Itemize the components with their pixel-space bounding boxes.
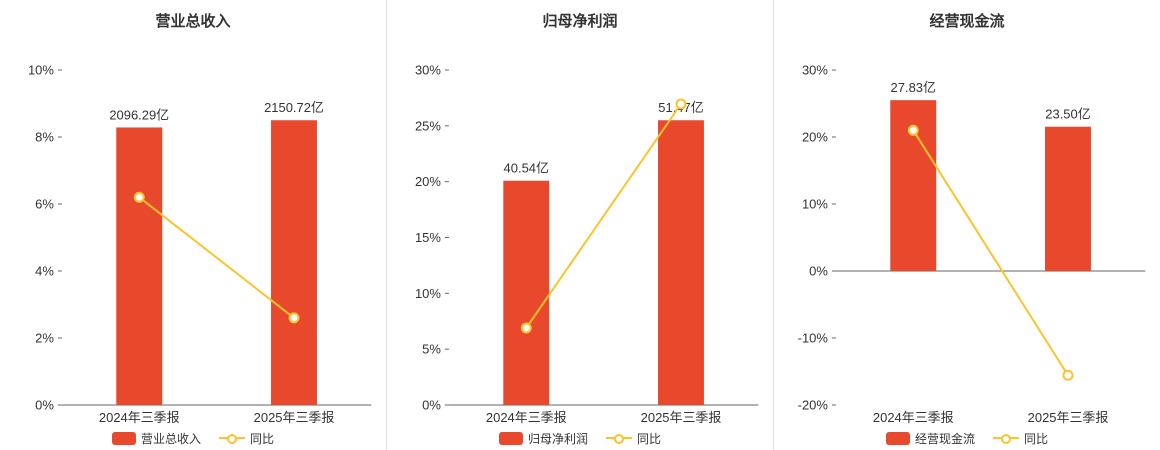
yoy-marker [675, 98, 687, 110]
legend-label: 同比 [1024, 432, 1049, 446]
bar [503, 180, 550, 405]
y-tick-label: -10% [798, 330, 829, 345]
legend-label: 营业总收入 [140, 432, 201, 446]
chart-panel-revenue: 营业总收入 0% 2% 4% 6% 8% 10% 2096.29亿 2150.72亿 2024年… [0, 0, 386, 450]
y-tick-label: 6% [35, 196, 54, 211]
line-marker-swatch-icon [219, 432, 245, 445]
legend: 营业总收入 同比 [0, 430, 386, 447]
legend-item-bar-series[interactable]: 经营现金流 [885, 430, 975, 447]
plot-area: -20% -10% 0% 10% 20% 30% 27.83亿 23.50亿 2024年三季报 2… [798, 62, 1146, 425]
yoy-marker [1062, 369, 1074, 381]
legend-label: 同比 [250, 432, 275, 446]
bar-swatch-icon [111, 432, 136, 445]
x-axis-label: 2025年三季报 [641, 410, 722, 425]
legend-label: 归母净利润 [527, 432, 588, 446]
yoy-line [912, 129, 1069, 376]
line-marker-swatch-icon [606, 432, 632, 445]
yoy-marker [907, 124, 919, 136]
chart-title: 经营现金流 [929, 13, 1005, 30]
y-tick-label: 8% [35, 129, 54, 144]
line-marker-swatch-icon [993, 432, 1019, 445]
bar-value-label: 40.54亿 [504, 161, 549, 176]
x-axis-label: 2024年三季报 [486, 410, 567, 425]
bar-value-label: 27.83亿 [891, 80, 936, 95]
y-tick-label: 10% [802, 196, 828, 211]
legend-item-line-series[interactable]: 同比 [606, 430, 661, 447]
y-tick-label: 20% [802, 129, 828, 144]
bar-value-label: 2150.72亿 [264, 100, 324, 115]
y-tick-label: 0% [809, 263, 828, 278]
x-axis-label: 2025年三季报 [1028, 410, 1109, 425]
yoy-marker [520, 322, 532, 334]
yoy-marker [133, 191, 145, 203]
legend-item-line-series[interactable]: 同比 [219, 430, 274, 447]
legend: 经营现金流 同比 [774, 430, 1160, 447]
yoy-line [138, 196, 295, 319]
y-tick-label: 30% [415, 62, 441, 77]
legend-label: 经营现金流 [914, 432, 975, 446]
y-tick-label: 30% [802, 62, 828, 77]
bar-value-label: 23.50亿 [1045, 107, 1090, 122]
chart-panel-cash-flow: 经营现金流 -20% -10% 0% 10% 20% 30% 27.83亿 23.50亿 202… [773, 0, 1160, 450]
chart-title: 营业总收入 [155, 13, 231, 30]
x-axis-label: 2024年三季报 [873, 410, 954, 425]
y-tick-label: 0% [35, 397, 54, 412]
plot-area: 0%5%10%15%20%25%30%40.54亿51.47亿2024年三季报2… [415, 62, 759, 425]
yoy-marker [288, 312, 300, 324]
legend-item-line-series[interactable]: 同比 [993, 430, 1048, 447]
chart-title: 归母净利润 [542, 13, 618, 30]
x-axis-label: 2024年三季报 [99, 410, 180, 425]
bar [271, 120, 317, 405]
y-tick-label: 4% [35, 263, 54, 278]
y-tick-label: 5% [422, 342, 441, 357]
bar [1045, 126, 1091, 272]
bar-swatch-icon [885, 432, 910, 445]
legend-item-bar-series[interactable]: 归母净利润 [498, 430, 588, 447]
legend-item-bar-series[interactable]: 营业总收入 [111, 430, 201, 447]
plot-area: 0% 2% 4% 6% 8% 10% 2096.29亿 2150.72亿 2024年三季报 202… [28, 62, 372, 425]
y-tick-label: 0% [422, 397, 441, 412]
x-axis-label: 2025年三季报 [254, 410, 335, 425]
y-tick-label: 10% [28, 62, 54, 77]
legend: 归母净利润 同比 [387, 430, 773, 447]
legend-label: 同比 [637, 432, 662, 446]
y-tick-label: 15% [415, 230, 441, 245]
y-tick-label: 2% [35, 330, 54, 345]
yoy-line [525, 103, 682, 329]
y-tick-label: 20% [415, 174, 441, 189]
bar-value-label: 2096.29亿 [109, 107, 169, 122]
bar [116, 127, 163, 406]
bar-swatch-icon [498, 432, 523, 445]
y-tick-label: -20% [798, 397, 829, 412]
y-tick-label: 25% [415, 118, 441, 133]
chart-panel-net-profit: 归母净利润 0%5%10%15%20%25%30%40.54亿51.47亿202… [386, 0, 773, 450]
y-tick-label: 10% [415, 286, 441, 301]
bar [658, 120, 704, 405]
